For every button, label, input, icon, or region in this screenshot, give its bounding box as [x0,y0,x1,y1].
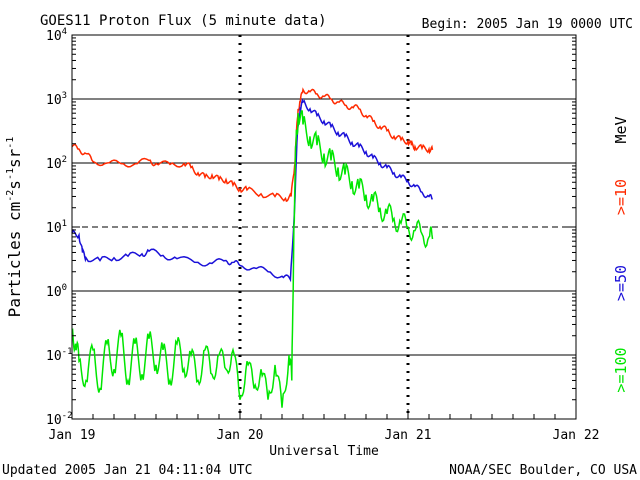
y-tick-label: 10-2 [46,411,73,428]
legend-ge10: >=10 [612,179,630,215]
y-tick-label: 104 [46,27,67,44]
y-tick-label: 103 [46,91,67,108]
x-axis-label: Universal Time [269,444,379,459]
x-tick-label: Jan 20 [217,428,264,443]
y-tick-label: 101 [46,219,67,236]
y-axis-label: Particles cm-2s-1sr-1 [5,137,24,318]
series-line-ge100 [71,110,434,408]
credit-label: NOAA/SEC Boulder, CO USA [449,463,637,478]
y-tick-label: 100 [46,283,67,300]
series-lines [71,87,434,408]
series-line-ge10 [71,87,434,203]
legend-ge100: >=100 [612,347,630,392]
x-tick-label: Jan 19 [49,428,96,443]
y-axis-ticks: 10-2 10-1 100 101 102 103 104 [46,27,576,428]
unit-label-mev: MeV [612,116,630,143]
x-tick-label: Jan 22 [553,428,600,443]
begin-time-label: Begin: 2005 Jan 19 0000 UTC [422,17,633,32]
legend-ge50: >=50 [612,265,630,301]
chart-title: GOES11 Proton Flux (5 minute data) [40,13,327,29]
updated-timestamp: Updated 2005 Jan 21 04:11:04 UTC [2,463,252,478]
x-axis-ticks: Jan 19 Jan 20 Jan 21 Jan 22 [49,409,600,443]
gridlines [72,98,576,356]
y-tick-label: 102 [46,155,67,172]
x-tick-label: Jan 21 [385,428,432,443]
y-tick-label: 10-1 [46,347,73,364]
